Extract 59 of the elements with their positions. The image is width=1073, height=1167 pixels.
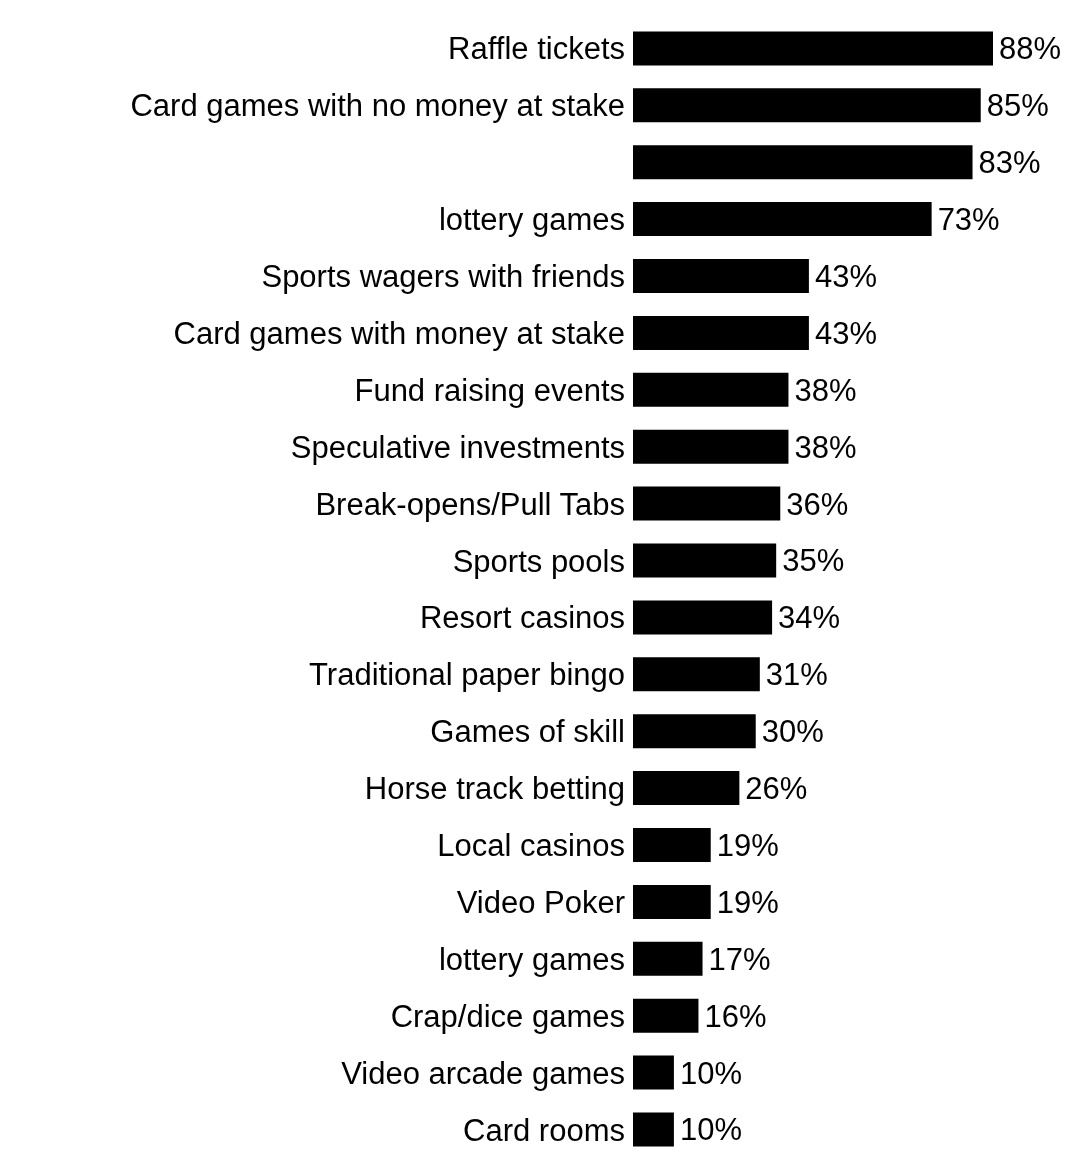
- bar: [633, 714, 756, 749]
- y-tick-label: Break-opens/Pull Tabs: [315, 486, 625, 522]
- y-tick-label: Fund raising events: [354, 372, 625, 408]
- data-label: 38%: [794, 372, 857, 408]
- data-label: 85%: [986, 88, 1049, 124]
- y-tick-label: Card rooms: [463, 1112, 625, 1148]
- bar: [633, 657, 760, 692]
- bar: [633, 31, 993, 66]
- y-tick-label: Sports wagers with friends: [261, 259, 625, 295]
- y-tick-label: Card games with no money at stake: [130, 88, 625, 124]
- data-label: 30%: [761, 714, 824, 750]
- bar: [633, 486, 781, 521]
- data-label: 16%: [704, 998, 767, 1034]
- data-label: 31%: [765, 657, 828, 693]
- bar: [633, 145, 973, 180]
- data-label: 19%: [716, 827, 779, 863]
- data-label: 35%: [782, 543, 845, 579]
- y-tick-label: Raffle tickets: [448, 31, 625, 67]
- bar: [633, 372, 789, 407]
- bar: [633, 543, 777, 578]
- bar: [633, 771, 740, 806]
- y-tick-label: Games of skill: [430, 714, 625, 750]
- data-label: 34%: [778, 600, 841, 636]
- bar: [633, 1055, 674, 1090]
- y-tick-label: Card games with money at stake: [173, 315, 625, 351]
- data-label: 10%: [679, 1112, 742, 1148]
- y-tick-label: Speculative investments: [290, 429, 625, 465]
- bar: [633, 429, 789, 464]
- data-label: 43%: [814, 258, 877, 294]
- y-tick-label: Video arcade games: [341, 1055, 625, 1091]
- y-tick-label: Resort casinos: [419, 600, 625, 636]
- data-label: 43%: [814, 315, 877, 351]
- bar: [633, 998, 699, 1033]
- data-label: 19%: [716, 884, 779, 920]
- y-tick-label: Traditional paper bingo: [309, 657, 625, 693]
- y-tick-label: Horse track betting: [364, 771, 625, 807]
- bar: [633, 88, 981, 123]
- data-label: 10%: [679, 1055, 742, 1091]
- data-label: 83%: [978, 145, 1041, 181]
- data-label: 38%: [794, 429, 857, 465]
- data-label: 26%: [745, 771, 808, 807]
- bar: [633, 315, 809, 350]
- bar: [633, 884, 711, 919]
- y-tick-label: Crap/dice games: [390, 998, 625, 1034]
- bar: [633, 1112, 674, 1147]
- bar: [633, 600, 773, 635]
- bar: [633, 827, 711, 862]
- bar: [633, 258, 809, 293]
- y-tick-label: Video Poker: [456, 884, 625, 920]
- data-label: 36%: [786, 486, 849, 522]
- bar: [633, 941, 703, 976]
- data-label: 88%: [999, 31, 1062, 67]
- y-tick-label: lottery games: [438, 202, 625, 238]
- y-tick-label: Sports pools: [452, 543, 625, 579]
- data-label: 73%: [937, 202, 1000, 238]
- data-label: 17%: [708, 941, 771, 977]
- y-tick-label: lottery games: [438, 941, 625, 977]
- bar: [633, 202, 932, 237]
- y-tick-label: Local casinos: [437, 828, 625, 864]
